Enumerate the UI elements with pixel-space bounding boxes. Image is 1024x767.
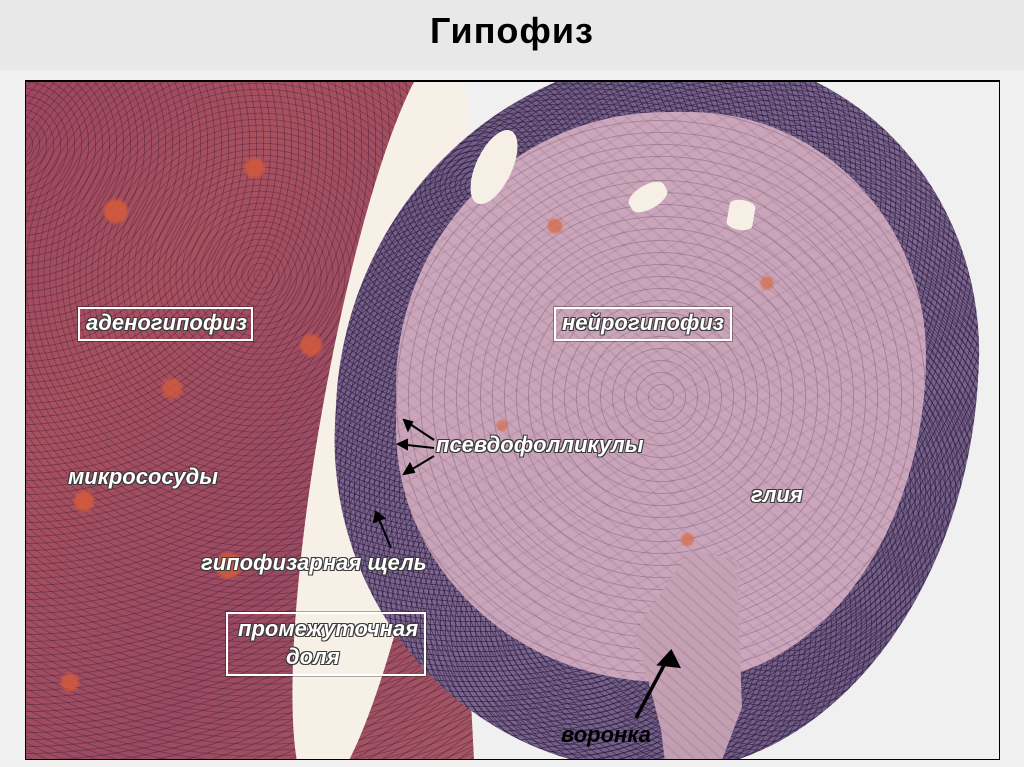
slide-title: Гипофиз bbox=[0, 10, 1024, 52]
slide: Гипофиз аденогипофиз передняя доля проме… bbox=[0, 0, 1024, 767]
cleft-label: гипофизарная щель bbox=[201, 550, 427, 576]
glia-label: глия bbox=[751, 482, 803, 508]
neuro-overlay-label: нейрогипофиз bbox=[562, 310, 724, 336]
adeno-overlay-label: аденогипофиз bbox=[86, 310, 247, 336]
histology-diagram: аденогипофиз нейрогипофиз промежуточная … bbox=[25, 80, 1000, 760]
pseudofollicles-label: псевдофолликулы bbox=[436, 432, 644, 458]
microvessels-label: микрососуды bbox=[68, 464, 218, 490]
white-slit-3 bbox=[726, 198, 757, 232]
funnel-label: воронка bbox=[561, 722, 651, 748]
intermediate-label-1: промежуточная bbox=[238, 616, 418, 642]
intermediate-label-2: доля bbox=[286, 644, 340, 670]
